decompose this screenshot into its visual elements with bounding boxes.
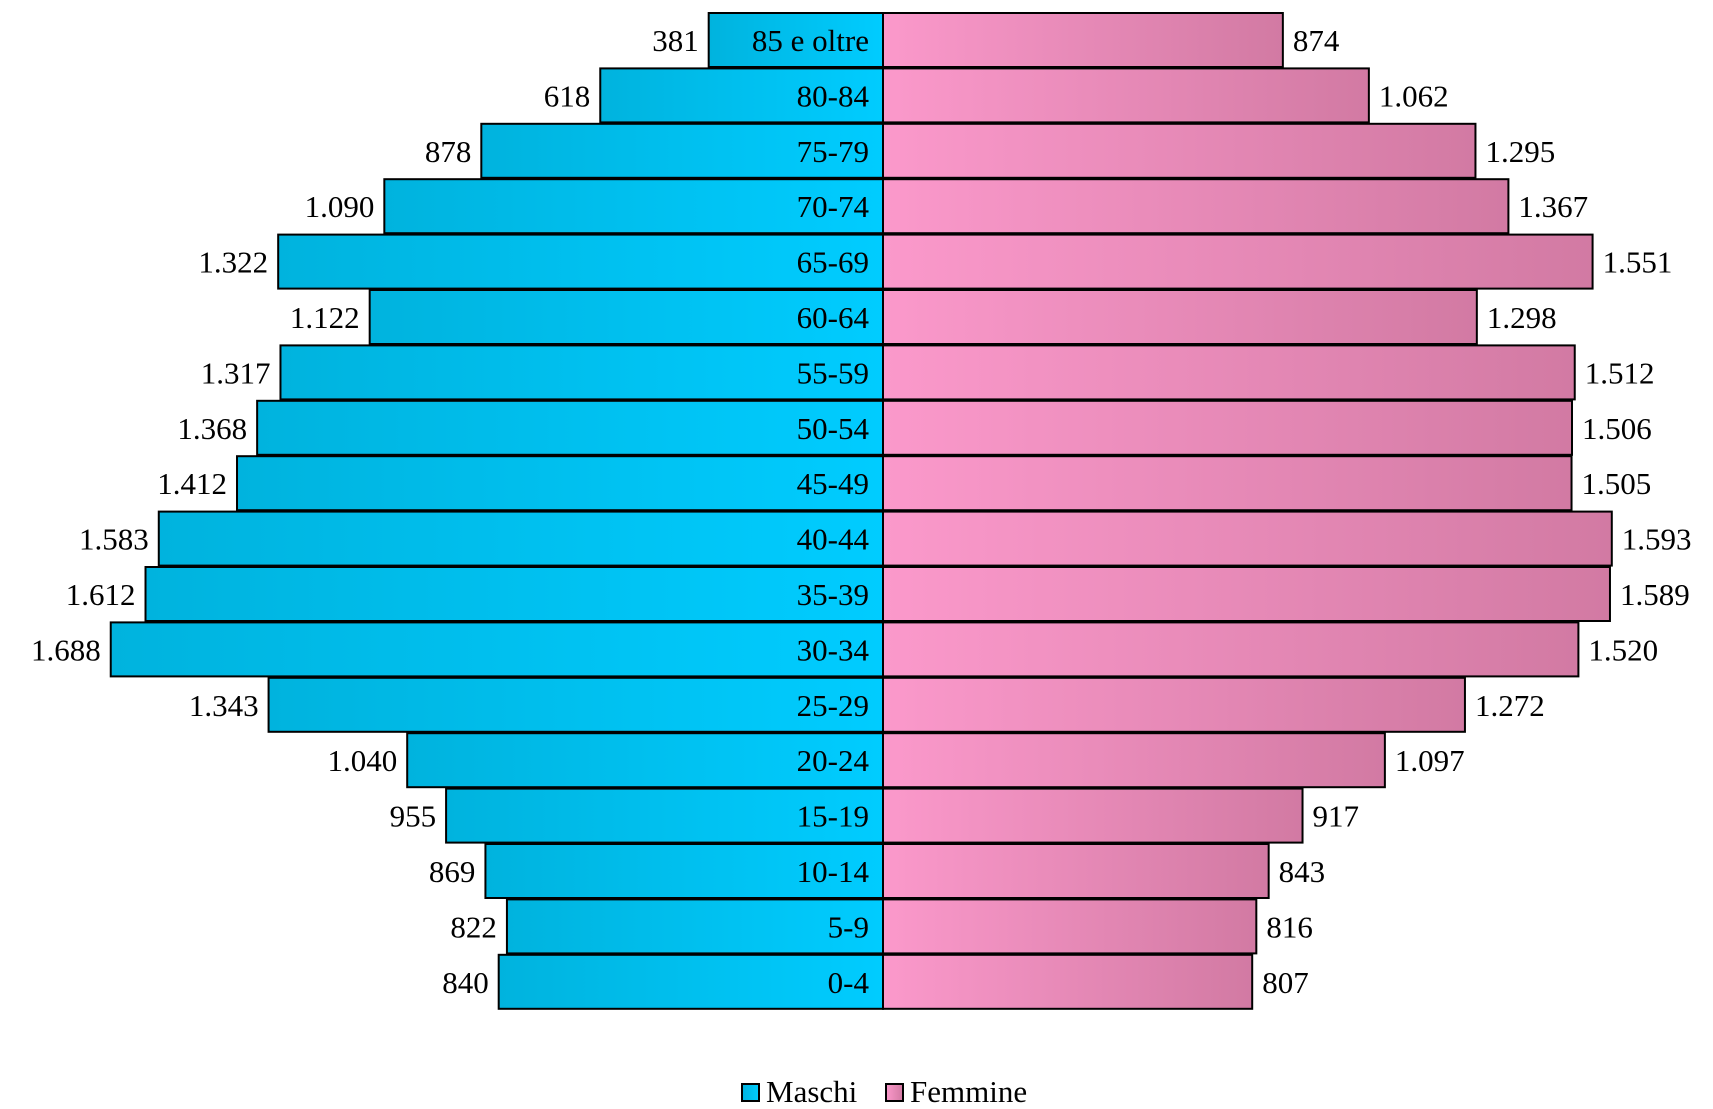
value-label-femmine-65-69: 1.551 [1603, 245, 1673, 280]
value-label-femmine-75-79: 1.295 [1485, 134, 1555, 169]
category-label-15-19: 15-19 [797, 799, 869, 834]
value-label-maschi-40-44: 1.583 [79, 522, 149, 557]
value-label-femmine-20-24: 1.097 [1395, 743, 1465, 778]
value-label-maschi-70-74: 1.090 [305, 189, 375, 224]
value-label-femmine-40-44: 1.593 [1622, 522, 1692, 557]
category-label-45-49: 45-49 [797, 466, 869, 501]
bar-femmine-85-e-oltre [882, 12, 1284, 68]
bar-maschi-35-39 [144, 566, 884, 622]
bar-femmine-65-69 [882, 233, 1594, 290]
value-label-maschi-20-24: 1.040 [327, 743, 397, 778]
bar-maschi-85-e-oltre [707, 12, 884, 68]
bar-maschi-30-34 [109, 621, 885, 678]
value-label-femmine-25-29: 1.272 [1475, 688, 1545, 723]
series-maschi [109, 12, 885, 1010]
value-label-maschi-5-9: 822 [450, 909, 497, 944]
bar-maschi-45-49 [236, 455, 884, 512]
value-label-femmine-5-9: 816 [1266, 909, 1313, 944]
value-label-femmine-80-84: 1.062 [1379, 78, 1449, 113]
legend: Maschi Femmine [741, 1074, 1027, 1109]
category-label-65-69: 65-69 [797, 245, 869, 280]
data-labels: 85 e oltre 381 874 80-84 618 1.062 75-79 878 1.2… [31, 23, 1692, 1000]
value-label-maschi-15-19: 955 [390, 799, 437, 834]
bar-femmine-10-14 [882, 843, 1270, 899]
bar-femmine-50-54 [882, 399, 1573, 456]
bar-femmine-45-49 [882, 455, 1573, 512]
bar-femmine-75-79 [882, 122, 1477, 179]
value-label-femmine-70-74: 1.367 [1518, 189, 1588, 224]
series-femmine [882, 12, 1613, 1010]
legend-label-femmine: Femmine [910, 1074, 1027, 1109]
bar-maschi-80-84 [599, 67, 884, 124]
bar-femmine-60-64 [882, 289, 1478, 345]
category-label-30-34: 30-34 [797, 632, 870, 667]
category-label-70-74: 70-74 [797, 189, 870, 224]
value-label-maschi-45-49: 1.412 [157, 466, 227, 501]
bar-femmine-5-9 [882, 898, 1258, 955]
value-label-femmine-55-59: 1.512 [1585, 355, 1655, 390]
category-label-5-9: 5-9 [828, 909, 869, 944]
bar-maschi-15-19 [445, 787, 884, 844]
value-label-femmine-60-64: 1.298 [1487, 300, 1557, 335]
bar-maschi-60-64 [368, 289, 884, 345]
bar-femmine-0-4 [882, 953, 1254, 1010]
value-label-maschi-65-69: 1.322 [198, 245, 268, 280]
legend-label-maschi: Maschi [766, 1074, 858, 1109]
category-label-80-84: 80-84 [797, 78, 870, 113]
bar-maschi-55-59 [279, 344, 885, 401]
category-label-25-29: 25-29 [797, 688, 869, 723]
value-label-femmine-85-e-oltre: 874 [1293, 23, 1340, 58]
bar-femmine-40-44 [882, 510, 1613, 567]
category-label-60-64: 60-64 [797, 300, 870, 335]
value-label-femmine-30-34: 1.520 [1588, 632, 1658, 667]
value-label-femmine-45-49: 1.505 [1582, 466, 1652, 501]
bar-maschi-25-29 [267, 676, 884, 733]
category-label-75-79: 75-79 [797, 134, 869, 169]
bar-femmine-15-19 [882, 787, 1304, 844]
bar-maschi-65-69 [277, 233, 884, 290]
category-label-50-54: 50-54 [797, 411, 870, 446]
bar-maschi-50-54 [256, 399, 884, 456]
value-label-femmine-15-19: 917 [1313, 799, 1360, 834]
value-label-femmine-0-4: 807 [1262, 965, 1309, 1000]
value-label-maschi-25-29: 1.343 [189, 688, 259, 723]
bar-femmine-80-84 [882, 67, 1370, 124]
category-label-0-4: 0-4 [828, 965, 870, 1000]
legend-swatch-femmine [885, 1083, 904, 1102]
value-label-maschi-35-39: 1.612 [66, 577, 136, 612]
value-label-maschi-55-59: 1.317 [201, 355, 271, 390]
bar-femmine-25-29 [882, 676, 1466, 733]
bar-maschi-5-9 [505, 898, 884, 955]
value-label-maschi-75-79: 878 [425, 134, 472, 169]
category-label-35-39: 35-39 [797, 577, 869, 612]
category-label-20-24: 20-24 [797, 743, 870, 778]
bar-femmine-20-24 [882, 732, 1386, 789]
value-label-maschi-85-e-oltre: 381 [652, 23, 699, 58]
category-label-40-44: 40-44 [797, 522, 870, 557]
bar-femmine-70-74 [882, 178, 1510, 235]
bar-maschi-75-79 [480, 122, 884, 179]
value-label-maschi-80-84: 618 [544, 78, 591, 113]
value-label-maschi-50-54: 1.368 [177, 411, 247, 446]
bar-maschi-0-4 [497, 953, 884, 1010]
legend-swatch-maschi [741, 1083, 760, 1102]
bar-femmine-30-34 [882, 621, 1580, 678]
value-label-femmine-50-54: 1.506 [1582, 411, 1652, 446]
value-label-femmine-10-14: 843 [1279, 854, 1326, 889]
category-label-10-14: 10-14 [797, 854, 870, 889]
value-label-femmine-35-39: 1.589 [1620, 577, 1690, 612]
bar-maschi-40-44 [157, 510, 884, 567]
bar-maschi-20-24 [406, 732, 884, 789]
value-label-maschi-60-64: 1.122 [290, 300, 360, 335]
bar-femmine-35-39 [882, 566, 1611, 622]
value-label-maschi-0-4: 840 [442, 965, 489, 1000]
bar-maschi-10-14 [484, 843, 884, 899]
value-label-maschi-10-14: 869 [429, 854, 476, 889]
category-label-55-59: 55-59 [797, 355, 869, 390]
category-label-85-e-oltre: 85 e oltre [752, 23, 869, 58]
value-label-maschi-30-34: 1.688 [31, 632, 101, 667]
bar-femmine-55-59 [882, 344, 1576, 401]
